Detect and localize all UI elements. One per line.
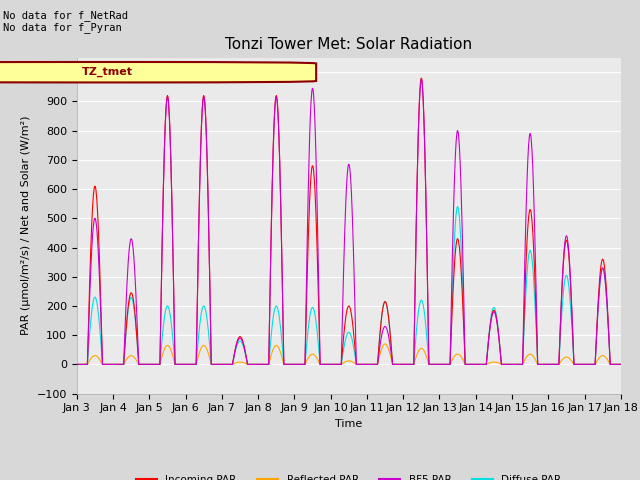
Title: Tonzi Tower Met: Solar Radiation: Tonzi Tower Met: Solar Radiation bbox=[225, 37, 472, 52]
Text: No data for f_NetRad
No data for f_Pyran: No data for f_NetRad No data for f_Pyran bbox=[3, 10, 128, 33]
Text: TZ_tmet: TZ_tmet bbox=[82, 67, 133, 77]
X-axis label: Time: Time bbox=[335, 419, 362, 429]
Y-axis label: PAR (μmol/m²/s) / Net and Solar (W/m²): PAR (μmol/m²/s) / Net and Solar (W/m²) bbox=[21, 116, 31, 336]
FancyBboxPatch shape bbox=[0, 62, 316, 83]
Legend: Incoming PAR, Reflected PAR, BF5 PAR, Diffuse PAR: Incoming PAR, Reflected PAR, BF5 PAR, Di… bbox=[132, 471, 566, 480]
